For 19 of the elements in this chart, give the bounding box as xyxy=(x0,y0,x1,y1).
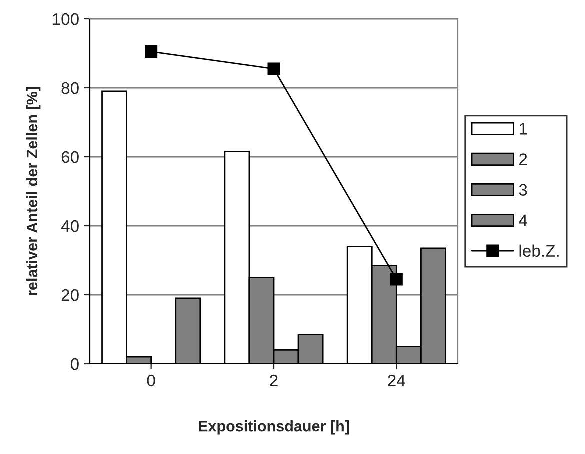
y-tick-label: 80 xyxy=(62,82,79,94)
x-tick-label: 2 xyxy=(270,374,278,386)
y-tick-label: 40 xyxy=(61,220,79,232)
x-tick-label: 0 xyxy=(147,374,156,387)
point xyxy=(268,62,280,76)
y-tick-label: 20 xyxy=(62,289,79,302)
y-tick-label: 60 xyxy=(62,151,79,164)
x-axis-title: Expositionsdauer [h] xyxy=(199,420,350,435)
legend-label: leb.Z. xyxy=(520,244,559,258)
point xyxy=(145,46,158,58)
legend-label: 4 xyxy=(519,214,528,226)
legend-label: 3 xyxy=(519,184,528,196)
legend-label: 1 xyxy=(520,123,528,135)
point xyxy=(390,273,403,286)
legend-label: 2 xyxy=(520,154,528,166)
y-tick-label: 100 xyxy=(53,13,79,26)
y-axis-title: relativer Anteil der Zellen [%] xyxy=(26,87,41,296)
y-tick-label: 0 xyxy=(70,358,79,370)
x-tick-label: 24 xyxy=(388,374,406,386)
